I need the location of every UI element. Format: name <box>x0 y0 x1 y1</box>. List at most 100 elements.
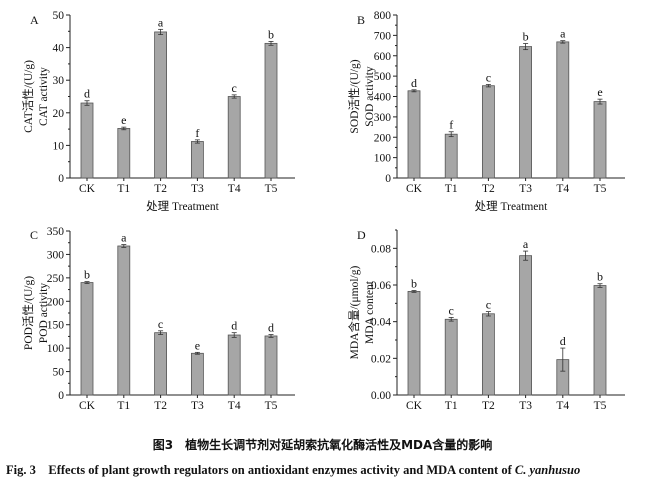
significance-letter: a <box>560 27 566 41</box>
x-tick-label: CK <box>79 400 96 412</box>
y-tick-label: 300 <box>47 249 65 261</box>
panel-label: A <box>30 13 39 27</box>
y-tick-label: 300 <box>374 112 392 124</box>
y-tick-label: 250 <box>47 273 65 285</box>
y-axis-label-en: POD activity <box>38 283 50 344</box>
significance-letter: d <box>411 76 417 90</box>
chart-panel-a: A 0 10 20 30 40 50 CAT活性/(U/g) CAT activity d CK e T… <box>21 10 295 213</box>
y-tick-label: 50 <box>53 10 65 22</box>
bar-t5 <box>264 42 278 179</box>
y-axis-label-cn: MDA含量/(μmol/g) <box>347 265 361 359</box>
bar-t4 <box>227 334 241 396</box>
significance-letter: b <box>84 268 90 282</box>
x-tick-label: T5 <box>594 400 607 412</box>
significance-letter: e <box>121 113 126 127</box>
x-tick-label: T1 <box>117 183 130 195</box>
x-tick-label: T1 <box>445 400 458 412</box>
y-axis-label-en: SOD activity <box>364 66 376 127</box>
caption-chinese: 图3 植物生长调节剂对延胡索抗氧化酶活性及MDA含量的影响 <box>152 438 493 452</box>
caption-species: C. yanhusuo <box>514 463 581 477</box>
x-tick-label: T2 <box>154 183 167 195</box>
y-tick-label: 0 <box>385 173 391 185</box>
y-tick-label: 100 <box>47 343 65 355</box>
significance-letter: c <box>449 303 454 317</box>
bar-t2 <box>481 313 495 396</box>
bar-t1 <box>444 318 458 396</box>
x-axis-label: 处理 Treatment <box>475 200 549 213</box>
significance-letter: b <box>268 27 274 41</box>
chart-panel-d: D 0.00 0.02 0.04 0.06 0.08 MDA含量/(μmol/g) MDA c… <box>347 228 625 412</box>
bar-t1 <box>117 245 131 396</box>
x-tick-label: T2 <box>482 183 495 195</box>
x-tick-label: T3 <box>519 400 532 412</box>
y-axis-label-cn: SOD活性/(U/g) <box>347 59 361 133</box>
significance-letter: f <box>449 118 453 132</box>
bar-ck <box>80 102 94 179</box>
bar-t3 <box>190 352 204 396</box>
significance-letter: a <box>158 15 164 29</box>
significance-letter: e <box>195 338 200 352</box>
significance-letter: c <box>486 70 491 84</box>
y-tick-label: 0.04 <box>371 317 391 329</box>
bar-t2 <box>481 85 495 179</box>
y-tick-label: 0.06 <box>371 280 391 292</box>
y-tick-label: 800 <box>374 10 392 22</box>
bar-t3 <box>519 255 532 396</box>
significance-letter: a <box>523 237 529 251</box>
y-tick-label: 150 <box>47 320 65 332</box>
y-tick-label: 30 <box>53 75 65 87</box>
x-tick-label: T5 <box>594 183 607 195</box>
x-tick-label: T2 <box>154 400 167 412</box>
significance-letter: c <box>486 298 491 312</box>
chart-panel-c: C 0 50 100 150 200 250 300 350 POD活性/(U/g) POD act… <box>21 226 295 412</box>
significance-letter: b <box>411 277 417 291</box>
y-axis-label-cn: POD活性/(U/g) <box>21 276 35 350</box>
significance-letter: b <box>597 270 603 284</box>
significance-letter: a <box>121 231 127 245</box>
significance-letter: d <box>560 334 566 348</box>
y-tick-label: 200 <box>47 296 65 308</box>
x-tick-label: T1 <box>445 183 458 195</box>
significance-letter: d <box>268 321 274 335</box>
bar-ck <box>407 291 421 396</box>
y-tick-label: 400 <box>374 92 392 104</box>
bar-ck <box>80 282 94 396</box>
bar-t5 <box>264 335 278 396</box>
bar-t1 <box>117 128 131 179</box>
y-tick-label: 700 <box>374 30 392 42</box>
x-tick-label: T4 <box>228 400 241 412</box>
bar-t4 <box>556 41 570 179</box>
y-tick-label: 350 <box>47 226 65 238</box>
panel-label: C <box>30 228 38 242</box>
bar-t2 <box>154 31 168 179</box>
y-tick-label: 100 <box>374 153 392 165</box>
significance-letter: f <box>195 126 199 140</box>
significance-letter: c <box>158 317 163 331</box>
bar-t5 <box>593 101 607 179</box>
significance-letter: c <box>232 81 237 95</box>
significance-letter: e <box>597 85 602 99</box>
x-tick-label: T4 <box>556 400 569 412</box>
significance-letter: d <box>231 319 237 333</box>
x-tick-label: T3 <box>519 183 532 195</box>
y-tick-label: 0.08 <box>371 243 391 255</box>
y-tick-label: 0.02 <box>371 353 391 365</box>
x-tick-label: T4 <box>228 183 241 195</box>
x-tick-label: T2 <box>482 400 495 412</box>
bar-ck <box>407 90 421 179</box>
significance-letter: b <box>523 30 529 44</box>
y-axis-label-cn: CAT活性/(U/g) <box>21 60 35 133</box>
significance-letter: d <box>84 87 90 101</box>
y-tick-label: 20 <box>53 108 65 120</box>
x-tick-label: T1 <box>117 400 130 412</box>
bar-t3 <box>190 141 204 179</box>
bar-t1 <box>444 133 458 179</box>
bar-t4 <box>227 96 241 179</box>
y-tick-label: 500 <box>374 71 392 83</box>
y-tick-label: 0.00 <box>371 390 391 402</box>
x-tick-label: T3 <box>191 400 204 412</box>
panel-label: D <box>357 228 366 242</box>
y-tick-label: 50 <box>53 367 65 379</box>
x-tick-label: T4 <box>556 183 569 195</box>
